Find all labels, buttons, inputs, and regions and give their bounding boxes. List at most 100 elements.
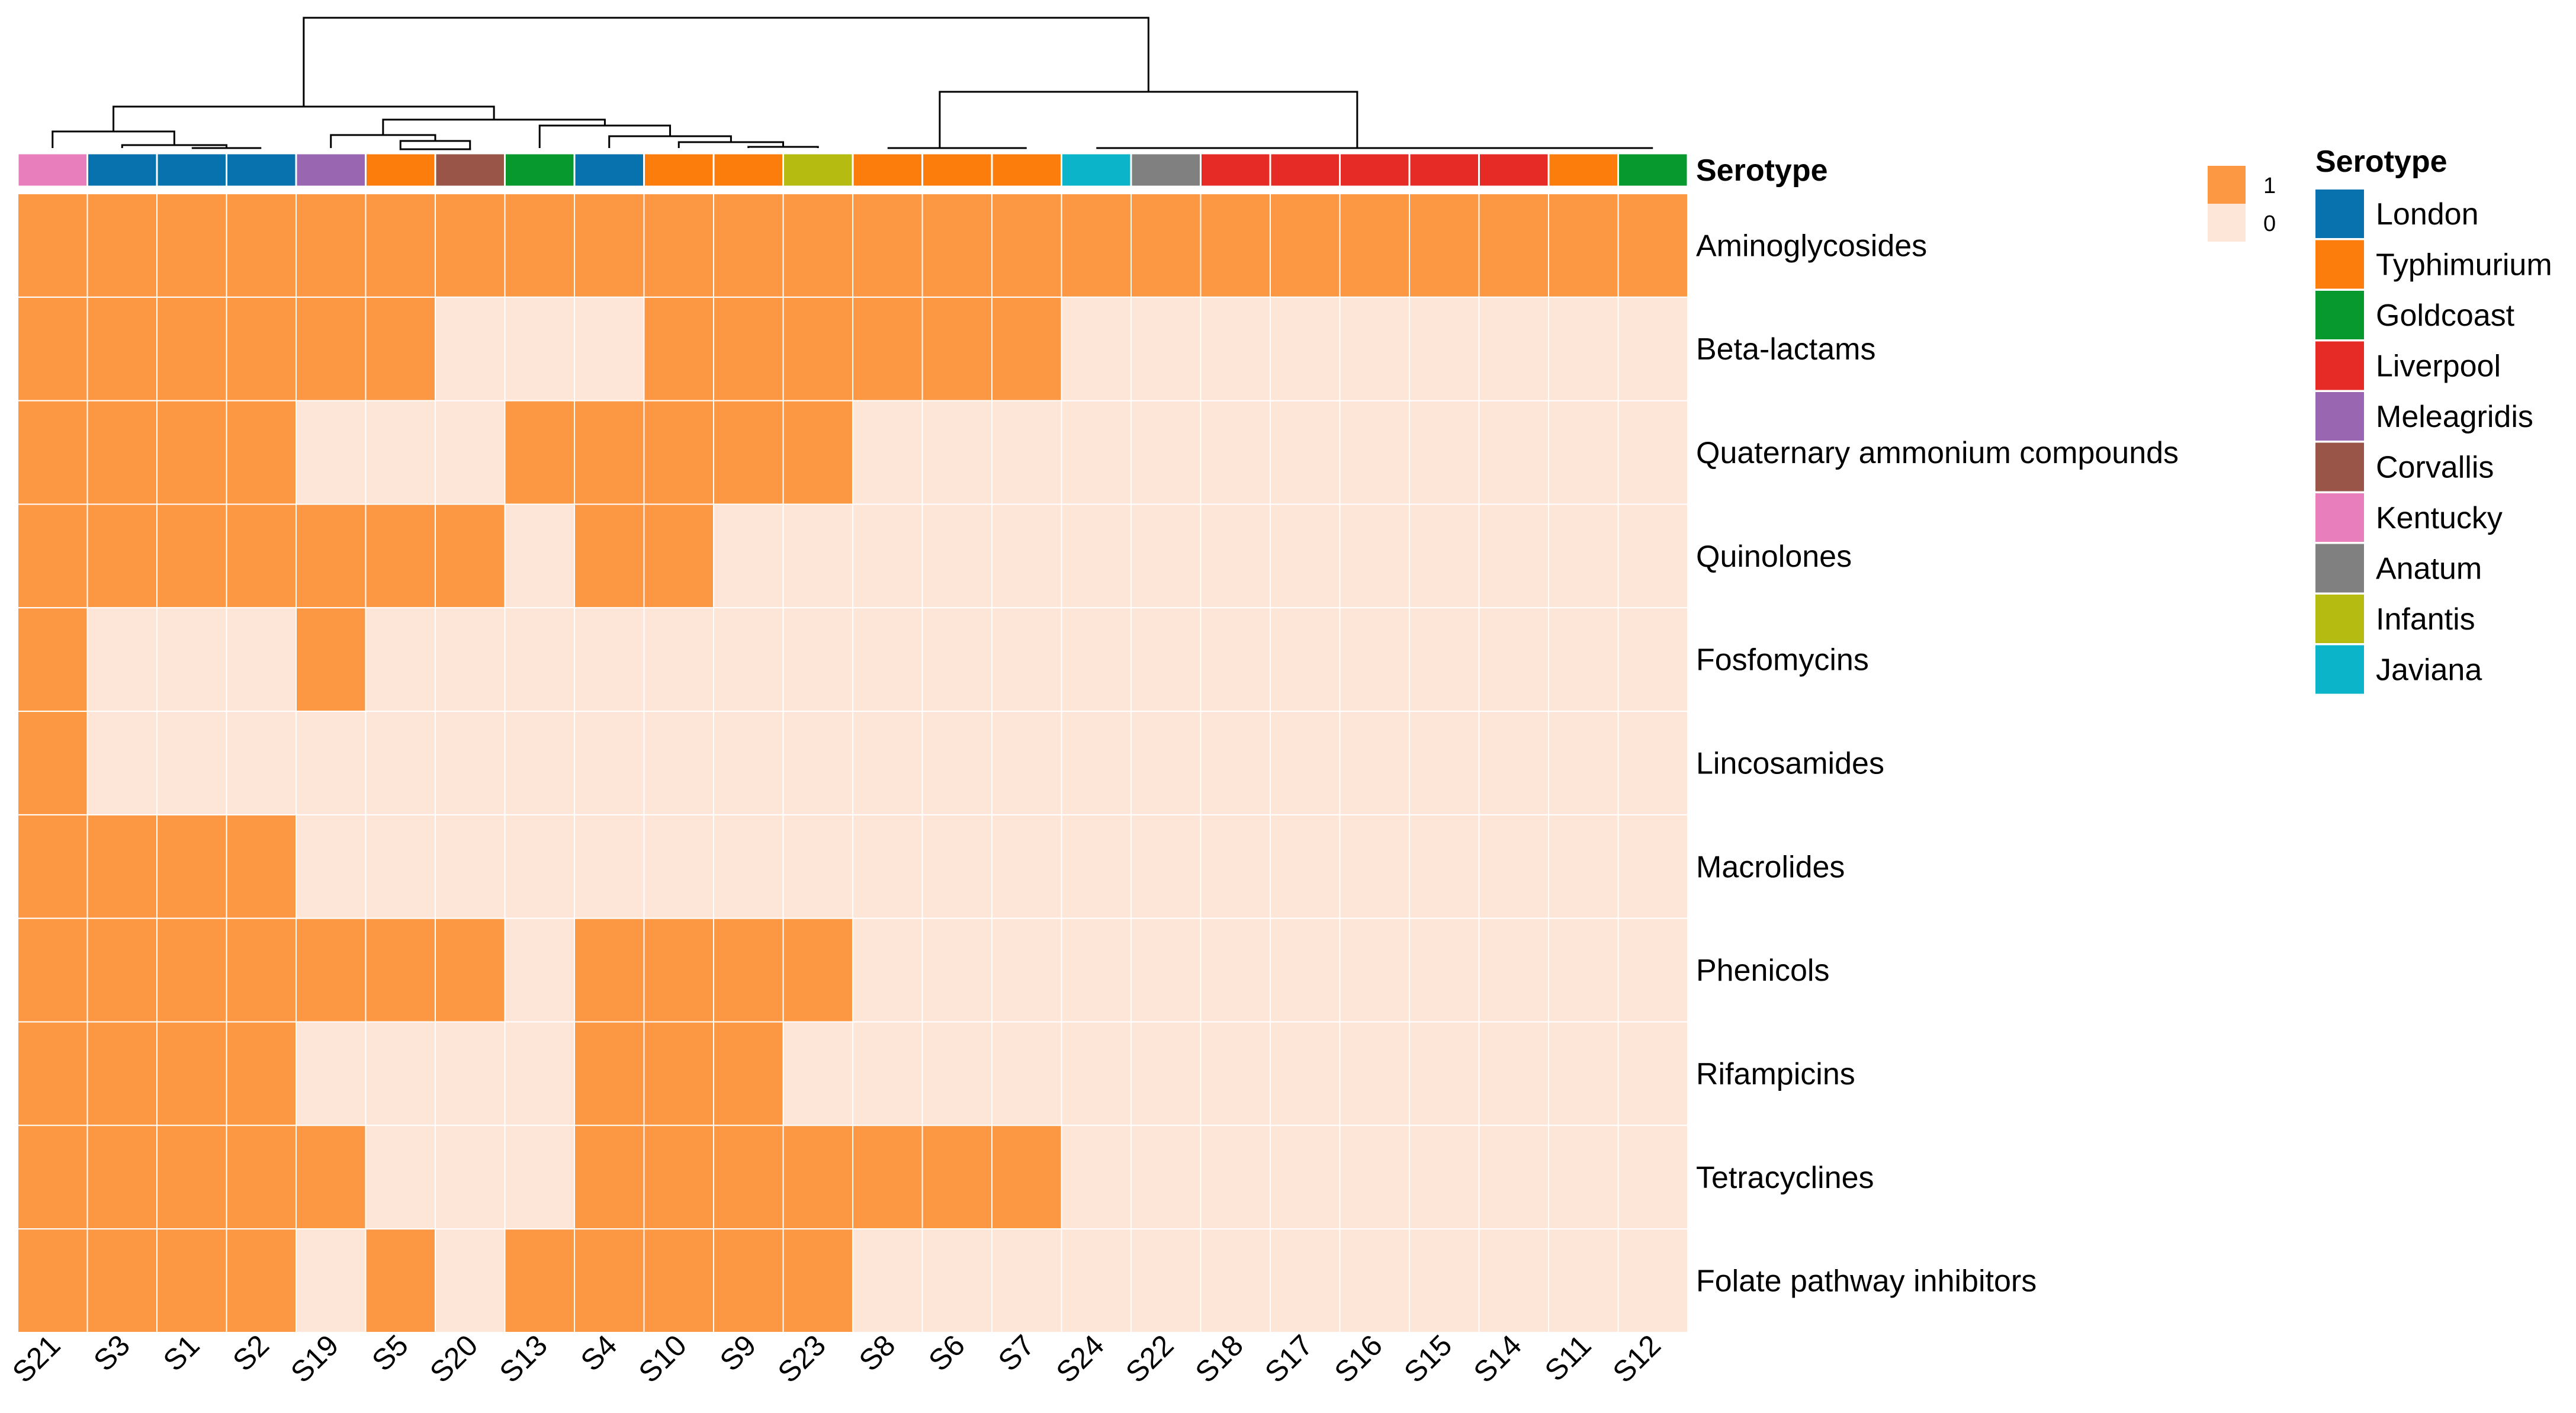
serotype-annotation-cell [295,152,367,188]
heatmap-cell [504,503,575,609]
heatmap-cell [86,503,158,609]
heatmap-cell [1548,503,1619,609]
column-label: S17 [1258,1328,1319,1389]
row-label: Quaternary ammonium compounds [1696,436,2179,470]
heatmap-cell [1478,1228,1549,1334]
heatmap-cell [1548,193,1619,298]
serotype-legend-swatch [2315,493,2364,542]
heatmap-cell [921,814,993,919]
heatmap-cell [643,296,714,402]
heatmap-cell [643,1125,714,1230]
heatmap-cell [991,1228,1062,1334]
heatmap-cell [1061,607,1132,712]
heatmap-cell [295,814,367,919]
heatmap-cell [504,814,575,919]
heatmap-cell [991,193,1062,298]
heatmap-cell [1270,1125,1341,1230]
heatmap-cell [295,1021,367,1126]
heatmap-cell [1478,400,1549,505]
heatmap-cell [435,193,506,298]
heatmap-cell [852,503,923,609]
heatmap-cell [1548,1125,1619,1230]
serotype-annotation-cell [156,152,227,188]
heatmap-cell [1200,1228,1271,1334]
column-label: S7 [992,1328,1041,1377]
heatmap-cell [1200,400,1271,505]
dendrogram-branch [939,91,1358,148]
row-label: Folate pathway inhibitors [1696,1264,2037,1299]
heatmap-cell [713,917,784,1023]
heatmap-cell [1339,711,1410,815]
heatmap-cell [226,607,297,712]
column-label: S14 [1467,1328,1528,1389]
heatmap-cell [504,193,575,298]
heatmap-cell [1200,814,1271,919]
heatmap-cell [713,1228,784,1334]
heatmap-cell [1061,1125,1132,1230]
serotype-annotation-cell [17,152,88,188]
serotype-legend-swatch [2315,595,2364,643]
dendrogram-branch [435,148,471,150]
heatmap-cell [365,503,436,609]
heatmap-cell [86,1021,158,1126]
column-label: S23 [772,1328,833,1389]
heatmap-cell [643,607,714,712]
column-label: S4 [574,1328,624,1377]
heatmap-cell [782,193,853,298]
heatmap-cell [226,1228,297,1334]
heatmap-cell [156,1021,227,1126]
heatmap-cell [156,607,227,712]
heatmap-cell [574,607,645,712]
heatmap-cell [1617,1021,1688,1126]
heatmap-cell [1200,193,1271,298]
serotype-annotation-cell [434,152,506,188]
heatmap-cell [1339,193,1410,298]
heatmap-cell [991,1125,1062,1230]
heatmap-cell [1200,1021,1271,1126]
heatmap-cell [17,814,88,919]
heatmap-cell [1130,296,1202,402]
row-labels: Aminoglycosides Beta-lactams Quaternary am… [1696,229,2179,1298]
heatmap-cell [782,607,853,712]
serotype-legend-swatch [2315,544,2364,593]
heatmap-cell [504,1228,575,1334]
heatmap-cell [365,400,436,505]
heatmap-cell [782,503,853,609]
heatmap-cell [156,814,227,919]
row-label: Fosfomycins [1696,643,1869,677]
heatmap-cell [295,607,367,712]
heatmap-cell [1061,917,1132,1023]
serotype-legend-label: Infantis [2376,602,2475,637]
heatmap-cell [921,400,993,505]
heatmap-cell [435,400,506,505]
heatmap-cell [1548,917,1619,1023]
heatmap-cell [1409,400,1480,505]
heatmap-cell [86,1228,158,1334]
serotype-annotation-cell [573,152,645,188]
serotype-annotation-cell [1200,152,1271,188]
heatmap-cells [17,193,1688,1334]
heatmap-cell [852,193,923,298]
column-label: S5 [365,1328,415,1377]
column-label: S19 [284,1328,345,1389]
heatmap-cell [365,711,436,815]
column-label: S21 [6,1328,67,1389]
heatmap-cell [643,1021,714,1126]
heatmap-cell [1548,814,1619,919]
heatmap-cell [226,400,297,505]
heatmap-cell [1200,917,1271,1023]
heatmap-cell [226,1021,297,1126]
heatmap-cell [435,503,506,609]
heatmap-cell [782,400,853,505]
heatmap-cell [156,193,227,298]
heatmap-cell [1478,1021,1549,1126]
heatmap-cell [365,1125,436,1230]
heatmap-cell [1339,1125,1410,1230]
heatmap-cell [1478,917,1549,1023]
row-label: Phenicols [1696,953,1829,988]
heatmap-cell [1548,296,1619,402]
heatmap-cell [852,400,923,505]
heatmap-cell [295,400,367,505]
heatmap-cell [921,1228,993,1334]
